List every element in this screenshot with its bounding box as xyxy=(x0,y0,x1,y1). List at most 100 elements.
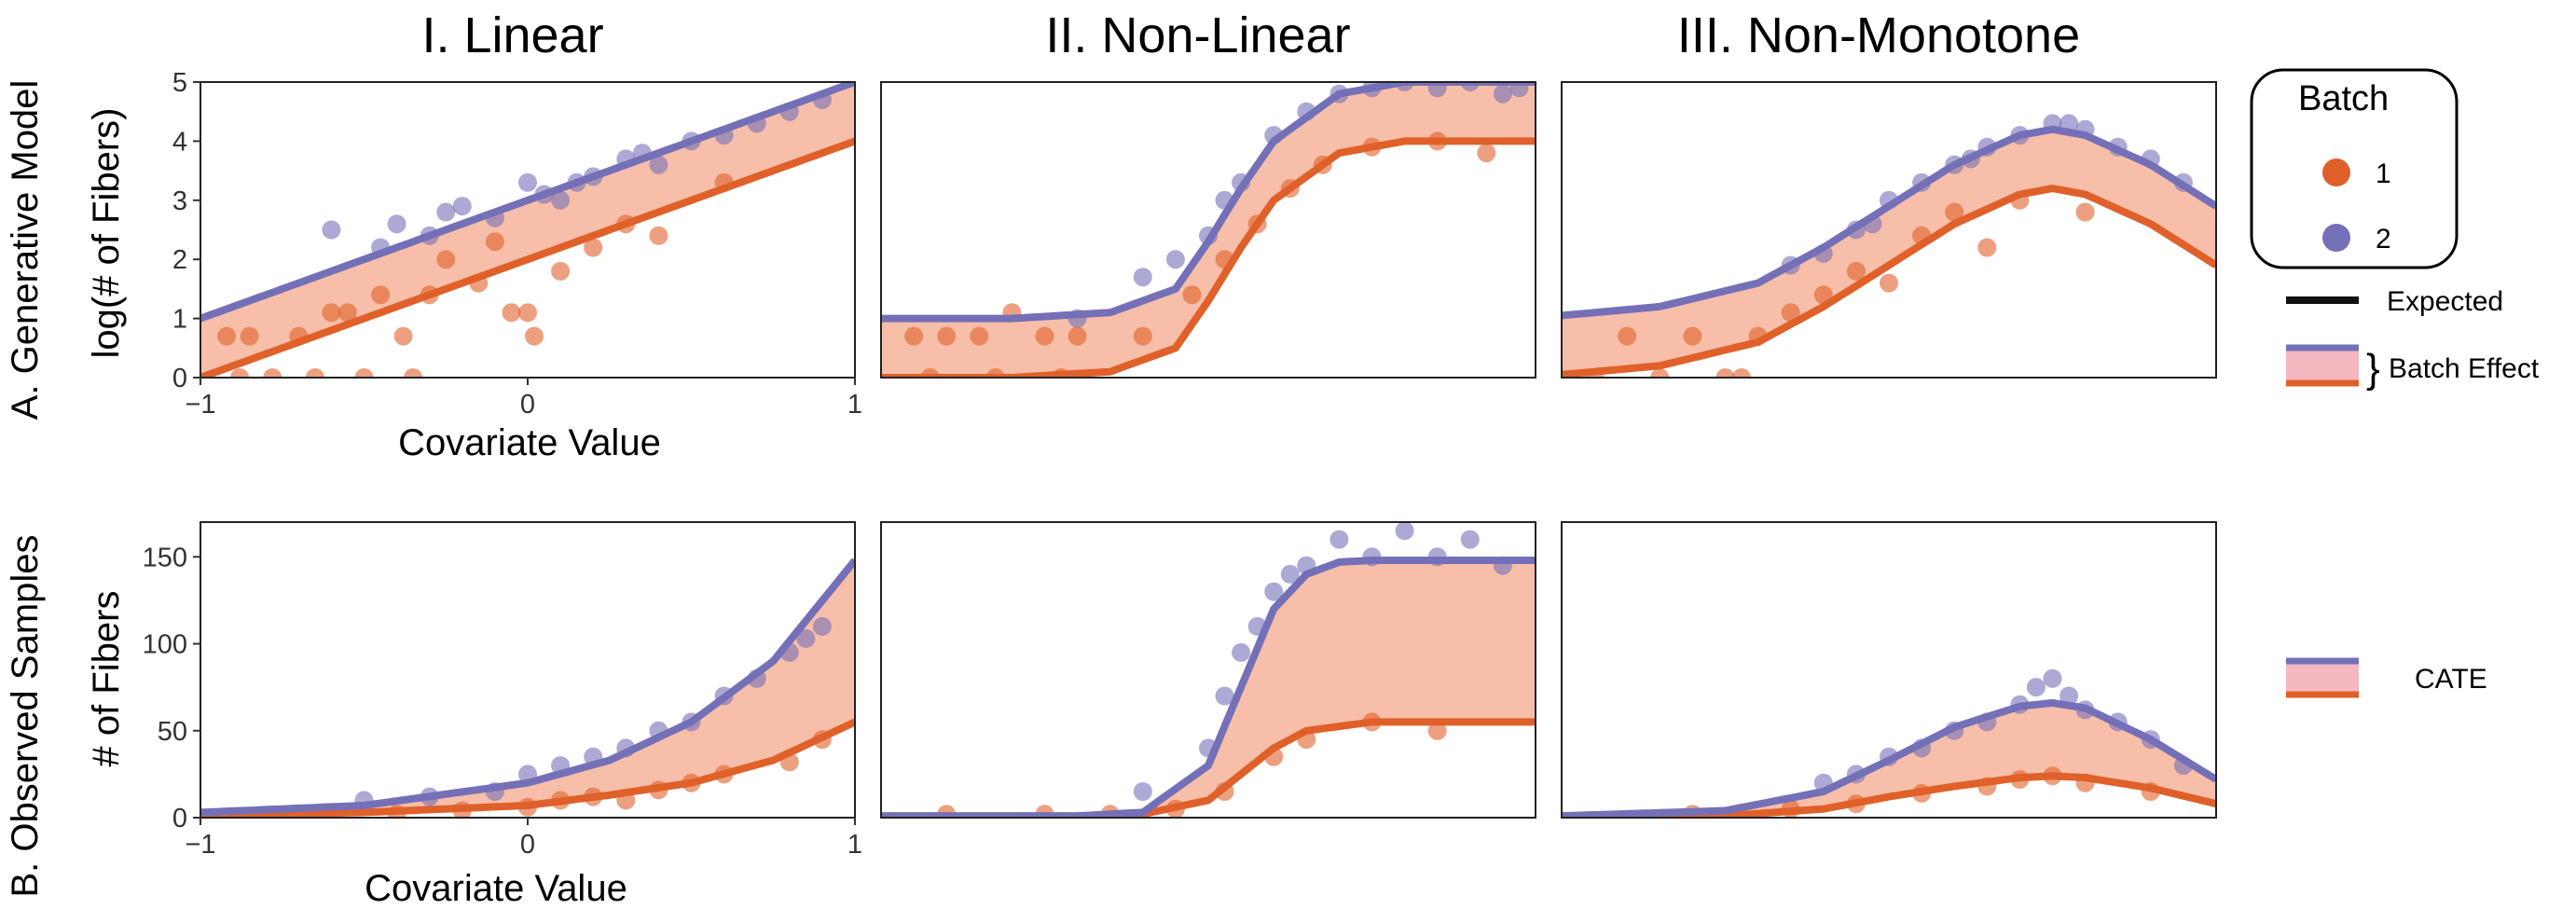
column-title-linear: I. Linear xyxy=(421,7,603,63)
legend-batch-effect-ribbon xyxy=(2286,347,2359,384)
legend: Batch 1 2 Expected } Batch Effect CATE xyxy=(2250,68,2540,698)
curve-batch-1 xyxy=(200,718,855,818)
x-tick-label: −1 xyxy=(185,390,215,420)
point-batch-1 xyxy=(937,326,957,346)
panel-A-II xyxy=(880,81,1536,379)
point-batch-2 xyxy=(551,190,571,210)
curve-batch-2 xyxy=(1562,125,2216,320)
curve-batch-2 xyxy=(200,82,855,323)
point-batch-1 xyxy=(518,303,537,323)
batch-effect-ribbon xyxy=(881,560,1536,818)
y-tick-label: 3 xyxy=(172,186,187,216)
point-batch-1 xyxy=(371,285,391,305)
point-batch-2 xyxy=(1133,268,1152,287)
plot-area xyxy=(1562,668,2216,818)
row-label-observed-samples: B. Observed Samples xyxy=(5,534,46,897)
point-batch-1 xyxy=(217,326,237,346)
point-batch-1 xyxy=(1618,326,1637,346)
column-title-non-monotone: III. Non-Monotone xyxy=(1677,7,2080,63)
plot-area xyxy=(200,558,855,818)
legend-dot-batch-1 xyxy=(2322,158,2350,186)
x-tick-label: −1 xyxy=(185,830,215,860)
point-batch-2 xyxy=(1280,564,1300,584)
point-batch-1 xyxy=(305,368,324,378)
batch-effect-ribbon xyxy=(1562,129,2216,375)
x-axis-label-bottom: Covariate Value xyxy=(365,868,627,909)
y-tick-label: 5 xyxy=(172,68,187,98)
point-batch-1 xyxy=(1068,326,1087,346)
panel-B-III xyxy=(1561,521,2217,819)
y-axis-label-top: log(# of Fibers) xyxy=(86,108,127,359)
panel-A-III xyxy=(1561,81,2217,379)
point-batch-1 xyxy=(263,368,282,378)
panel-frame xyxy=(1561,521,2217,819)
point-batch-1 xyxy=(904,326,924,346)
point-batch-1 xyxy=(1977,238,1997,257)
point-batch-2 xyxy=(1215,686,1234,706)
point-batch-1 xyxy=(551,261,571,281)
point-batch-2 xyxy=(387,214,406,234)
point-batch-1 xyxy=(354,368,374,378)
point-batch-2 xyxy=(1427,82,1447,98)
plot-area xyxy=(881,522,1536,818)
batch-effect-ribbon xyxy=(200,560,855,817)
curve-batch-1 xyxy=(1562,772,2216,818)
batch-effect-ribbon xyxy=(1562,702,2216,818)
legend-label-batch-1: 1 xyxy=(2376,158,2391,189)
point-batch-2 xyxy=(452,197,472,216)
column-title-non-linear: II. Non-Linear xyxy=(1045,7,1350,63)
batch-effect-ribbon xyxy=(881,82,1536,378)
curve-batch-2 xyxy=(200,558,855,817)
point-batch-1 xyxy=(649,226,668,245)
point-batch-1 xyxy=(240,326,259,346)
y-tick-label: 150 xyxy=(143,543,187,572)
panel-frame xyxy=(880,81,1536,379)
panel-frame xyxy=(880,521,1536,819)
legend-brace-glyph: } xyxy=(2366,346,2380,392)
y-tick-label: 4 xyxy=(172,127,187,157)
legend-dot-batch-2 xyxy=(2322,224,2350,252)
legend-title: Batch xyxy=(2298,79,2389,118)
plot-area xyxy=(881,82,1536,378)
point-batch-1 xyxy=(1945,202,1964,222)
x-axis-label-top: Covariate Value xyxy=(398,422,661,463)
point-batch-1 xyxy=(404,368,423,378)
legend-cate-ribbon xyxy=(2286,660,2359,696)
point-batch-1 xyxy=(436,250,456,269)
curve-batch-2 xyxy=(881,557,1536,818)
point-batch-1 xyxy=(1846,261,1866,281)
point-batch-2 xyxy=(649,155,668,174)
point-batch-1 xyxy=(1781,303,1800,323)
point-batch-2 xyxy=(2026,678,2046,697)
point-batch-1 xyxy=(393,326,413,346)
legend-cate-label: CATE xyxy=(2415,664,2487,695)
point-batch-2 xyxy=(322,220,341,240)
point-batch-1 xyxy=(1427,721,1447,740)
point-batch-2 xyxy=(1509,82,1529,98)
point-batch-1 xyxy=(1477,144,1496,163)
point-batch-1 xyxy=(970,326,989,346)
curve-batch-1 xyxy=(200,137,855,378)
point-batch-2 xyxy=(1460,530,1480,549)
x-tick-label: 0 xyxy=(520,830,535,860)
y-tick-label: 2 xyxy=(172,245,187,275)
y-tick-label: 0 xyxy=(172,804,187,833)
point-batch-1 xyxy=(1650,368,1670,378)
point-batch-2 xyxy=(1232,642,1251,662)
point-batch-1 xyxy=(1035,326,1054,346)
y-tick-label: 50 xyxy=(158,717,187,747)
point-batch-2 xyxy=(2043,668,2062,688)
point-batch-1 xyxy=(584,238,603,257)
point-batch-2 xyxy=(1133,782,1152,801)
legend-batch-effect-label: Batch Effect xyxy=(2389,353,2540,384)
point-batch-1 xyxy=(337,303,357,323)
point-batch-1 xyxy=(485,232,504,252)
point-batch-1 xyxy=(2075,202,2095,222)
point-batch-2 xyxy=(1395,522,1414,541)
curve-batch-1 xyxy=(881,718,1536,818)
legend-expected-label: Expected xyxy=(2387,286,2503,317)
curve-batch-1 xyxy=(1562,185,2216,378)
